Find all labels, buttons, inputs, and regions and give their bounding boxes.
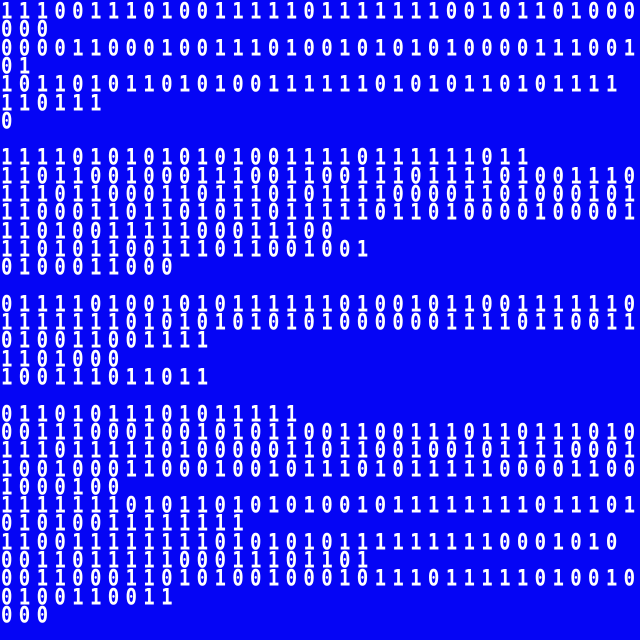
- binary-text-line: 111101010101010011110111111011: [1, 145, 535, 171]
- binary-text-line: 1101000: [1, 346, 126, 373]
- binary-text-line: 110111: [1, 90, 108, 117]
- binary-text-line: 111111101011010101001011111111011101: [1, 492, 640, 519]
- binary-text-line: 001101111100011101101: [1, 547, 375, 574]
- binary-text-line: 11001111111101010101111111110001010: [1, 529, 624, 556]
- binary-text-line: 01010011111111: [1, 511, 251, 537]
- binary-text-line: 000011000100111010010101010000111001: [1, 35, 640, 62]
- binary-text-line: 000: [1, 602, 55, 629]
- binary-text-line: 110110010001110011001110111101001110: [1, 163, 640, 190]
- binary-text-line: 111011000110111010111100001101000101: [1, 181, 640, 208]
- binary-text-line: 100111011011: [1, 364, 215, 391]
- binary-text-line: 111011111010000011011001001011110001: [1, 437, 640, 464]
- binary-text-line: 0100110011: [1, 584, 179, 611]
- binary-text-line: 110001101101011011111011010000100001: [1, 199, 640, 226]
- binary-text-line: 0100011000: [1, 254, 179, 281]
- binary-text-line: 111001110100111110111111100101101000: [1, 0, 640, 25]
- binary-text-line: 011110100101011111101001011001111110: [1, 291, 640, 318]
- binary-text-line: 0: [1, 108, 19, 135]
- binary-text-line: 10110101101010011111101010110101111: [1, 71, 624, 98]
- binary-text-line: 01101011101011111: [1, 401, 304, 428]
- binary-text-line: 010011001111: [1, 328, 215, 354]
- binary-text-line: 1101001111100011100: [1, 218, 339, 245]
- binary-text-line: 100100011000100101110101111100001100: [1, 456, 640, 483]
- binary-text-line: 000: [1, 16, 55, 43]
- binary-text-line: 1000100: [1, 474, 126, 501]
- binary-text-line: 001110001001010110011001110110111010: [1, 419, 640, 446]
- binary-text-line: 111111101010101010100000011110110011: [1, 309, 640, 336]
- binary-text-line: 01: [1, 53, 37, 80]
- binary-text-line: 110101100111011001001: [1, 236, 375, 263]
- binary-text-line: 001100011010100100010111011111010010: [1, 565, 640, 592]
